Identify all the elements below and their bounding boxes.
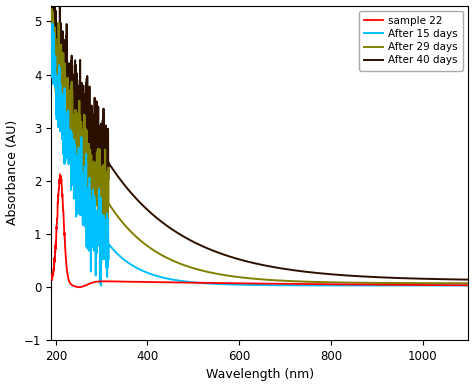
After 40 days xyxy=(465,277,471,282)
sample 22 xyxy=(227,281,232,286)
After 15 days xyxy=(98,283,104,288)
X-axis label: Wavelength (nm): Wavelength (nm) xyxy=(206,368,314,382)
After 15 days xyxy=(209,281,214,286)
After 15 days xyxy=(50,21,55,26)
Line: sample 22: sample 22 xyxy=(51,175,468,287)
After 40 days xyxy=(48,36,54,40)
sample 22 xyxy=(96,279,102,284)
sample 22 xyxy=(209,281,214,285)
sample 22 xyxy=(465,283,471,288)
After 40 days xyxy=(209,248,214,252)
After 40 days xyxy=(121,182,127,186)
Line: After 29 days: After 29 days xyxy=(51,9,468,283)
After 15 days xyxy=(48,53,54,58)
After 40 days xyxy=(227,254,232,259)
Line: After 15 days: After 15 days xyxy=(51,24,468,286)
After 29 days xyxy=(209,271,214,275)
After 15 days xyxy=(96,187,102,192)
After 40 days xyxy=(96,126,102,131)
sample 22 xyxy=(48,272,54,277)
After 40 days xyxy=(457,277,463,282)
After 15 days xyxy=(458,283,464,288)
After 29 days xyxy=(48,67,54,72)
sample 22 xyxy=(121,279,127,284)
Y-axis label: Absorbance (AU): Absorbance (AU) xyxy=(6,120,18,226)
After 15 days xyxy=(465,283,471,288)
sample 22 xyxy=(57,172,63,177)
After 15 days xyxy=(121,257,127,262)
After 29 days xyxy=(412,281,418,286)
sample 22 xyxy=(413,283,419,287)
sample 22 xyxy=(458,283,464,288)
After 29 days xyxy=(457,281,463,286)
After 29 days xyxy=(227,274,232,278)
Legend: sample 22, After 15 days, After 29 days, After 40 days: sample 22, After 15 days, After 29 days,… xyxy=(359,11,463,70)
After 29 days xyxy=(96,176,102,180)
After 29 days xyxy=(465,281,471,286)
After 29 days xyxy=(121,221,127,226)
After 29 days xyxy=(49,6,55,11)
After 40 days xyxy=(412,276,418,281)
After 15 days xyxy=(227,282,232,287)
After 15 days xyxy=(413,283,419,288)
Line: After 40 days: After 40 days xyxy=(51,0,468,280)
sample 22 xyxy=(76,285,82,289)
